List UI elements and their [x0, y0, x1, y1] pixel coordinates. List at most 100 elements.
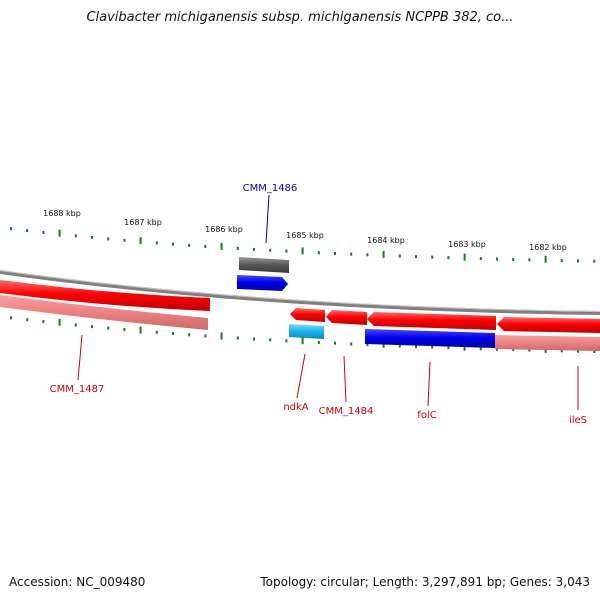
minor-tick [560, 349, 563, 353]
minor-tick [253, 247, 255, 251]
gene-cmm-1487[interactable] [0, 280, 210, 330]
minor-tick [528, 348, 531, 352]
gene-folc[interactable] [365, 312, 496, 348]
gene-cmm-1484-arrow [326, 310, 367, 325]
minor-tick [593, 259, 596, 263]
gene-ndka-cds [289, 324, 324, 339]
gene-label-cmm-1487[interactable]: CMM_1487 [50, 384, 105, 395]
minor-tick [496, 257, 498, 261]
gene-cmm-1486[interactable] [237, 257, 289, 291]
minor-tick [123, 238, 126, 242]
minor-tick [431, 345, 434, 349]
gene-cmm-1487-arrow [0, 280, 210, 311]
minor-tick [269, 338, 272, 342]
major-tick [463, 343, 466, 351]
minor-tick [350, 252, 353, 256]
gene-cmm-1486-arrow [237, 275, 288, 291]
label-connectors [77, 194, 579, 410]
minor-tick [172, 332, 174, 336]
major-tick [463, 253, 466, 261]
minor-tick [479, 347, 482, 351]
minor-tick [74, 323, 77, 327]
scale-label: 1684 kbp [367, 236, 405, 245]
minor-tick [91, 325, 93, 329]
minor-tick [398, 344, 401, 348]
map-title: Clavibacter michiganensis subsp. michiga… [86, 10, 514, 25]
major-tick [382, 250, 385, 258]
upper-tick-track [10, 227, 596, 263]
minor-tick [479, 257, 482, 261]
minor-tick [42, 231, 45, 234]
major-tick [58, 318, 61, 326]
gene-iles-arrow [497, 317, 600, 333]
minor-tick [350, 342, 353, 346]
minor-tick [172, 242, 174, 246]
minor-tick [155, 241, 158, 245]
connector-cmm-1487 [77, 334, 83, 381]
minor-tick [577, 349, 579, 353]
gene-iles-shadow [495, 335, 600, 351]
connector-cmm-1484 [343, 355, 347, 403]
minor-tick [123, 328, 126, 332]
minor-tick [155, 330, 158, 334]
minor-tick [447, 346, 450, 350]
minor-tick [107, 237, 110, 241]
major-tick [139, 237, 142, 245]
minor-tick [512, 348, 515, 352]
major-tick [544, 255, 547, 263]
minor-tick [236, 336, 239, 340]
minor-tick [496, 347, 498, 351]
minor-tick [107, 326, 110, 330]
minor-tick [512, 257, 515, 261]
gene-labels: CMM_1486 CMM_1487 ndkA CMM_1484 folC ile… [50, 183, 587, 426]
connector-cmm-1486 [265, 194, 270, 244]
gene-label-ndka[interactable]: ndkA [283, 402, 308, 413]
gene-iles[interactable] [495, 317, 600, 351]
topology-text: Topology: circular; Length: 3,297,891 bp… [260, 575, 590, 589]
gene-label-folc[interactable]: folC [417, 410, 436, 421]
gene-label-iles[interactable]: ileS [569, 415, 587, 426]
accession-text: Accession: NC_009480 [9, 575, 146, 589]
scale-label: 1685 kbp [286, 231, 324, 240]
minor-tick [528, 258, 531, 262]
connector-folc [427, 361, 431, 407]
gene-ndka-arrow [290, 308, 325, 322]
major-tick [220, 332, 223, 340]
connector-ndka [296, 353, 306, 399]
major-tick [220, 242, 223, 250]
minor-tick [577, 259, 579, 263]
minor-tick [91, 235, 93, 239]
minor-tick [366, 343, 369, 347]
minor-tick [415, 345, 417, 349]
minor-tick [593, 350, 596, 353]
scale-label: 1687 kbp [124, 218, 162, 227]
genome-backbone-highlight [0, 270, 600, 312]
major-tick [58, 229, 61, 237]
minor-tick [398, 254, 401, 258]
scale-label: 1682 kbp [529, 243, 567, 252]
scale-label: 1683 kbp [448, 240, 486, 249]
minor-tick [285, 249, 288, 253]
major-tick [139, 326, 142, 334]
minor-tick [74, 234, 77, 238]
scale-label: 1688 kbp [43, 209, 81, 218]
minor-tick [560, 259, 563, 263]
major-tick [301, 247, 304, 255]
minor-tick [42, 320, 45, 324]
minor-tick [236, 246, 239, 250]
minor-tick [26, 229, 29, 233]
gene-cmm-1484[interactable] [326, 310, 367, 325]
gene-folc-cds [365, 329, 495, 348]
minor-tick [415, 255, 417, 259]
gene-folc-arrow [367, 312, 496, 330]
minor-tick [10, 227, 12, 231]
minor-tick [204, 244, 207, 248]
gene-cmm-1486-gray-bar [239, 257, 289, 273]
minor-tick [334, 251, 336, 255]
gene-label-cmm-1484[interactable]: CMM_1484 [319, 406, 374, 417]
minor-tick [317, 251, 320, 255]
minor-tick [334, 341, 336, 345]
gene-ndka[interactable] [289, 308, 325, 339]
gene-label-cmm-1486[interactable]: CMM_1486 [243, 183, 298, 194]
